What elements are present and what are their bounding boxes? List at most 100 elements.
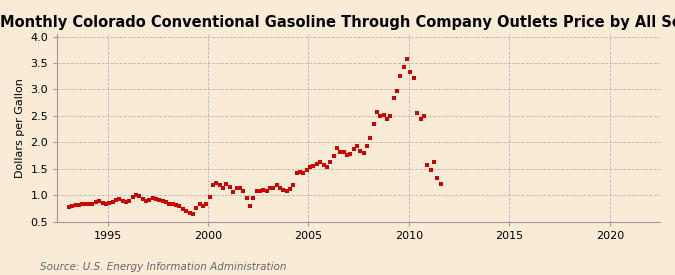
Point	[164, 202, 175, 206]
Text: Source: U.S. Energy Information Administration: Source: U.S. Energy Information Administ…	[40, 262, 287, 272]
Point	[63, 205, 74, 210]
Point	[304, 165, 315, 169]
Point	[382, 116, 393, 121]
Point	[167, 202, 178, 207]
Point	[311, 161, 322, 166]
Point	[74, 203, 84, 207]
Point	[194, 202, 205, 207]
Point	[70, 203, 81, 208]
Point	[184, 211, 195, 215]
Point	[104, 201, 115, 205]
Point	[238, 189, 248, 193]
Point	[325, 160, 335, 164]
Point	[345, 152, 356, 156]
Point	[134, 194, 144, 199]
Point	[231, 186, 242, 191]
Point	[128, 195, 138, 199]
Point	[227, 189, 238, 194]
Point	[298, 171, 309, 175]
Point	[140, 198, 151, 203]
Point	[171, 203, 182, 208]
Point	[375, 114, 386, 118]
Point	[355, 149, 366, 153]
Point	[292, 170, 302, 175]
Point	[418, 114, 429, 119]
Point	[161, 200, 171, 204]
Point	[80, 202, 91, 206]
Point	[144, 197, 155, 202]
Point	[294, 170, 305, 174]
Point	[412, 111, 423, 115]
Point	[362, 143, 373, 148]
Point	[335, 150, 346, 154]
Point	[87, 202, 98, 206]
Point	[342, 152, 352, 157]
Point	[318, 163, 329, 167]
Point	[174, 204, 185, 208]
Point	[369, 122, 379, 126]
Point	[188, 211, 198, 216]
Point	[137, 197, 148, 201]
Point	[388, 96, 399, 101]
Point	[114, 197, 125, 201]
Point	[254, 189, 265, 193]
Point	[392, 88, 402, 93]
Point	[275, 186, 286, 190]
Point	[348, 147, 359, 151]
Point	[94, 199, 105, 203]
Point	[379, 113, 389, 117]
Point	[331, 145, 342, 150]
Point	[147, 196, 158, 201]
Point	[321, 164, 332, 169]
Point	[285, 187, 296, 191]
Point	[221, 182, 232, 186]
Point	[97, 200, 108, 205]
Point	[217, 186, 228, 190]
Point	[288, 183, 299, 187]
Point	[205, 195, 215, 199]
Point	[101, 202, 111, 206]
Point	[271, 183, 282, 188]
Point	[157, 199, 168, 203]
Point	[107, 199, 118, 204]
Point	[258, 188, 269, 192]
Point	[398, 65, 409, 69]
Point	[385, 114, 396, 118]
Point	[268, 186, 279, 191]
Point	[124, 199, 134, 203]
Point	[121, 199, 132, 204]
Point	[281, 188, 292, 193]
Point	[201, 202, 212, 207]
Point	[315, 160, 325, 165]
Point	[84, 202, 95, 206]
Point	[111, 197, 122, 202]
Y-axis label: Dollars per Gallon: Dollars per Gallon	[15, 78, 25, 178]
Point	[352, 144, 362, 148]
Point	[214, 183, 225, 188]
Point	[402, 57, 412, 61]
Point	[432, 176, 443, 181]
Point	[241, 196, 252, 200]
Point	[154, 198, 165, 202]
Point	[372, 109, 383, 114]
Point	[338, 150, 349, 154]
Point	[422, 163, 433, 167]
Point	[261, 188, 272, 193]
Point	[408, 76, 419, 80]
Title: Monthly Colorado Conventional Gasoline Through Company Outlets Price by All Sell: Monthly Colorado Conventional Gasoline T…	[0, 15, 675, 30]
Point	[248, 196, 259, 200]
Point	[278, 188, 289, 192]
Point	[365, 136, 376, 140]
Point	[234, 186, 245, 191]
Point	[181, 208, 192, 213]
Point	[405, 70, 416, 74]
Point	[151, 197, 161, 201]
Point	[415, 117, 426, 121]
Point	[131, 193, 142, 197]
Point	[117, 198, 128, 203]
Point	[90, 200, 101, 204]
Point	[395, 74, 406, 78]
Point	[328, 153, 339, 158]
Point	[211, 180, 222, 185]
Point	[77, 202, 88, 207]
